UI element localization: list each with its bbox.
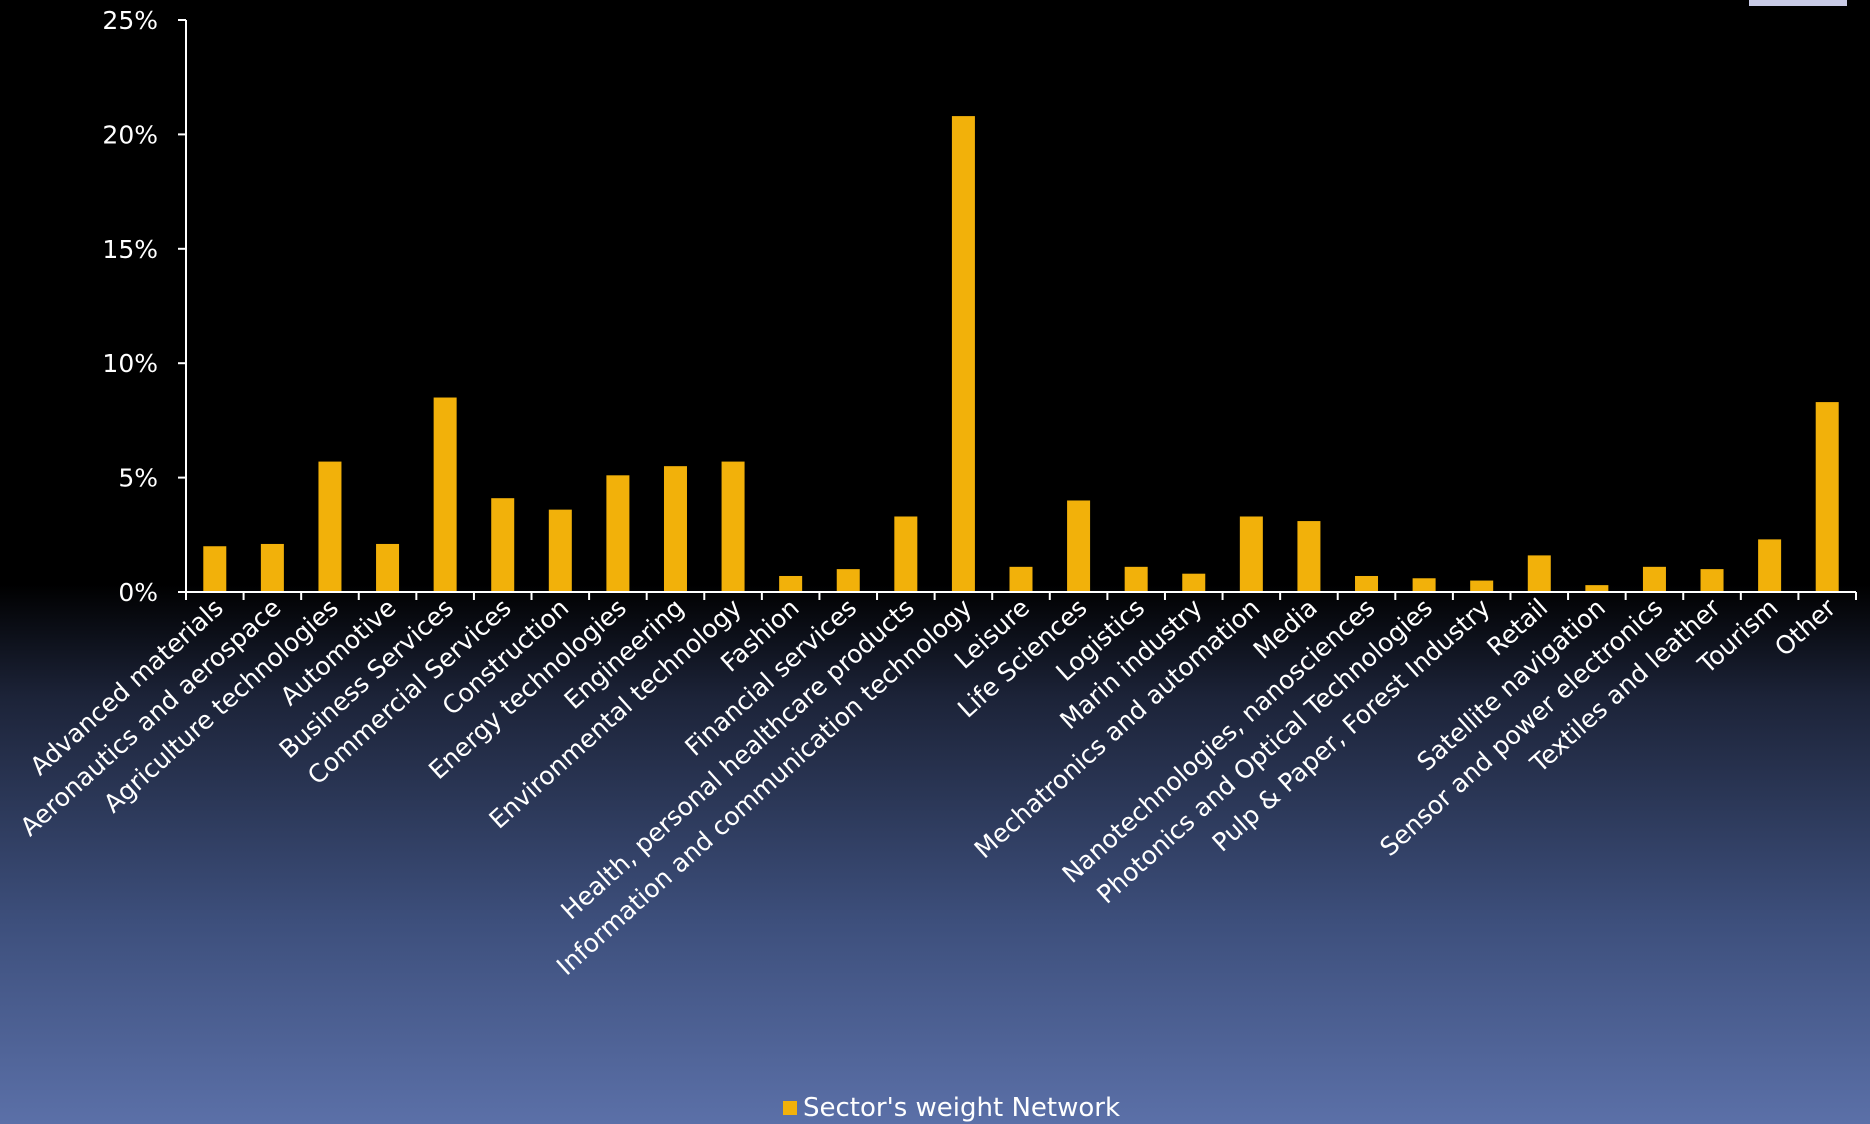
bar: [433, 397, 457, 592]
bar: [606, 475, 630, 592]
x-tick-label: Agriculture technologies: [98, 593, 344, 819]
bar: [894, 516, 918, 592]
bar: [1412, 578, 1436, 592]
corner-decoration: [1749, 0, 1847, 6]
x-tick-label: Aeronautics and aerospace: [15, 593, 287, 842]
bar: [1124, 566, 1148, 592]
bar: [663, 466, 687, 592]
bar: [318, 461, 342, 592]
bar: [1009, 566, 1033, 592]
bar: [548, 509, 572, 592]
bar: [1700, 569, 1724, 592]
bar: [951, 116, 975, 592]
bar: [203, 546, 227, 592]
bar: [836, 569, 860, 592]
y-tick-label: 5%: [118, 464, 158, 493]
bars: [203, 116, 1839, 592]
bar: [376, 543, 400, 592]
bar: [779, 575, 803, 592]
bar: [1585, 585, 1609, 592]
bar: [491, 498, 515, 592]
x-tick-label: Other: [1769, 592, 1842, 662]
y-tick-label: 25%: [102, 6, 158, 35]
legend: Sector's weight Network: [783, 1093, 1120, 1123]
y-tick-label: 20%: [102, 120, 158, 149]
y-tick-label: 10%: [102, 349, 158, 378]
bar: [1239, 516, 1263, 592]
legend-label: Sector's weight Network: [803, 1093, 1121, 1123]
bar: [721, 461, 745, 592]
y-tick-label: 15%: [102, 235, 158, 264]
legend-swatch: [783, 1101, 797, 1115]
bar: [1067, 500, 1091, 592]
y-tick-label: 0%: [118, 578, 158, 607]
bar: [1642, 566, 1666, 592]
bar: [1758, 539, 1782, 592]
y-axis: 0% 5% 10% 15% 20% 25%: [102, 6, 187, 607]
bar: [1815, 402, 1839, 592]
bar: [1355, 575, 1379, 592]
bar: [260, 543, 284, 592]
bar: [1297, 521, 1321, 592]
bar: [1470, 580, 1494, 592]
bar: [1182, 573, 1206, 592]
bar: [1527, 555, 1551, 592]
